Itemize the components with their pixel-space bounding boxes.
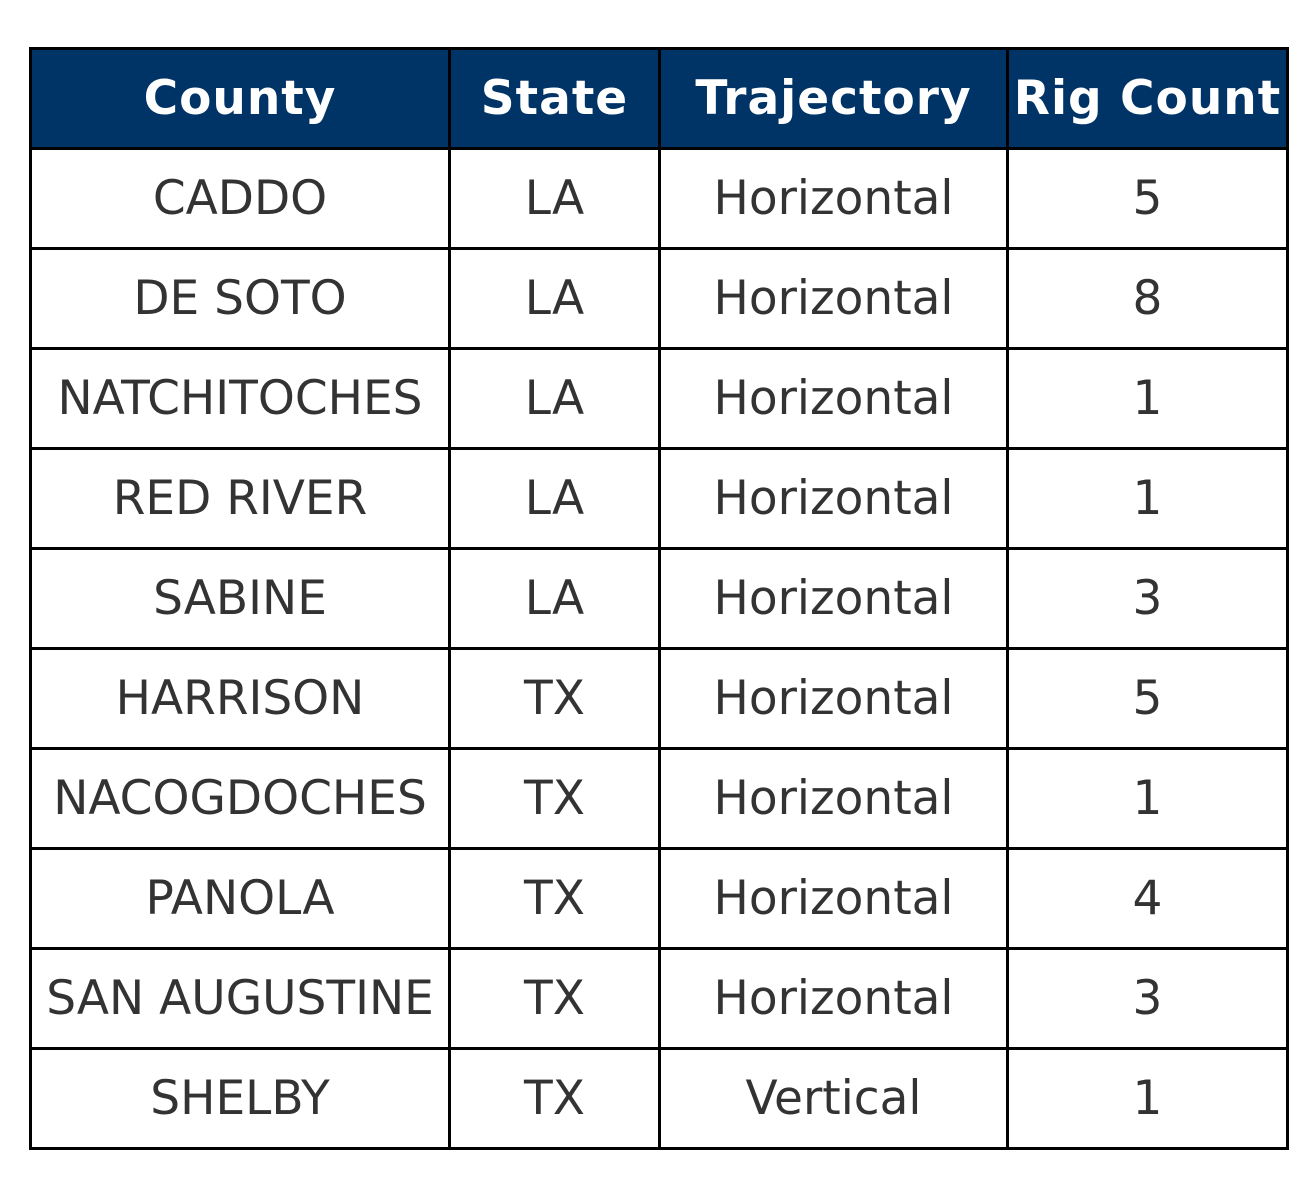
state-cell: LA <box>448 347 661 450</box>
trajectory-cell: Horizontal <box>658 847 1009 950</box>
state-cell: LA <box>448 247 661 350</box>
county-cell: PANOLA <box>29 847 451 950</box>
table-row: SHELBY TX Vertical 1 <box>29 1047 1289 1150</box>
county-cell: DE SOTO <box>29 247 451 350</box>
county-cell: NATCHITOCHES <box>29 347 451 450</box>
county-cell: RED RIVER <box>29 447 451 550</box>
trajectory-cell: Horizontal <box>658 347 1009 450</box>
county-cell: SHELBY <box>29 1047 451 1150</box>
state-cell: TX <box>448 647 661 750</box>
trajectory-cell: Horizontal <box>658 247 1009 350</box>
column-header-state: State <box>448 47 661 150</box>
state-cell: LA <box>448 547 661 650</box>
county-cell: HARRISON <box>29 647 451 750</box>
table-row: PANOLA TX Horizontal 4 <box>29 847 1289 950</box>
trajectory-cell: Horizontal <box>658 547 1009 650</box>
table-header: County State Trajectory Rig Count <box>29 47 1289 150</box>
state-cell: TX <box>448 747 661 850</box>
county-cell: NACOGDOCHES <box>29 747 451 850</box>
state-cell: TX <box>448 947 661 1050</box>
state-cell: LA <box>448 447 661 550</box>
header-row: County State Trajectory Rig Count <box>29 47 1289 150</box>
trajectory-cell: Horizontal <box>658 947 1009 1050</box>
trajectory-cell: Horizontal <box>658 447 1009 550</box>
column-header-trajectory: Trajectory <box>658 47 1009 150</box>
county-cell: CADDO <box>29 147 451 250</box>
rig-count-cell: 1 <box>1006 347 1289 450</box>
table-row: NACOGDOCHES TX Horizontal 1 <box>29 747 1289 850</box>
trajectory-cell: Horizontal <box>658 747 1009 850</box>
table-body: CADDO LA Horizontal 5 DE SOTO LA Horizon… <box>29 147 1289 1150</box>
table-row: SAN AUGUSTINE TX Horizontal 3 <box>29 947 1289 1050</box>
table-row: DE SOTO LA Horizontal 8 <box>29 247 1289 350</box>
column-header-rig-count: Rig Count <box>1006 47 1289 150</box>
rig-count-cell: 3 <box>1006 547 1289 650</box>
table-row: SABINE LA Horizontal 3 <box>29 547 1289 650</box>
trajectory-cell: Horizontal <box>658 647 1009 750</box>
rig-count-cell: 8 <box>1006 247 1289 350</box>
table-row: NATCHITOCHES LA Horizontal 1 <box>29 347 1289 450</box>
rig-count-cell: 1 <box>1006 447 1289 550</box>
state-cell: TX <box>448 1047 661 1150</box>
table-row: HARRISON TX Horizontal 5 <box>29 647 1289 750</box>
trajectory-cell: Horizontal <box>658 147 1009 250</box>
table-row: CADDO LA Horizontal 5 <box>29 147 1289 250</box>
rig-count-cell: 5 <box>1006 147 1289 250</box>
rig-count-cell: 1 <box>1006 1047 1289 1150</box>
rig-count-cell: 3 <box>1006 947 1289 1050</box>
rig-count-table: County State Trajectory Rig Count CADDO … <box>29 47 1289 1150</box>
rig-count-cell: 5 <box>1006 647 1289 750</box>
county-cell: SABINE <box>29 547 451 650</box>
trajectory-cell: Vertical <box>658 1047 1009 1150</box>
rig-count-cell: 1 <box>1006 747 1289 850</box>
county-cell: SAN AUGUSTINE <box>29 947 451 1050</box>
rig-count-table-container: County State Trajectory Rig Count CADDO … <box>29 47 1289 1150</box>
rig-count-cell: 4 <box>1006 847 1289 950</box>
column-header-county: County <box>29 47 451 150</box>
state-cell: LA <box>448 147 661 250</box>
table-row: RED RIVER LA Horizontal 1 <box>29 447 1289 550</box>
state-cell: TX <box>448 847 661 950</box>
